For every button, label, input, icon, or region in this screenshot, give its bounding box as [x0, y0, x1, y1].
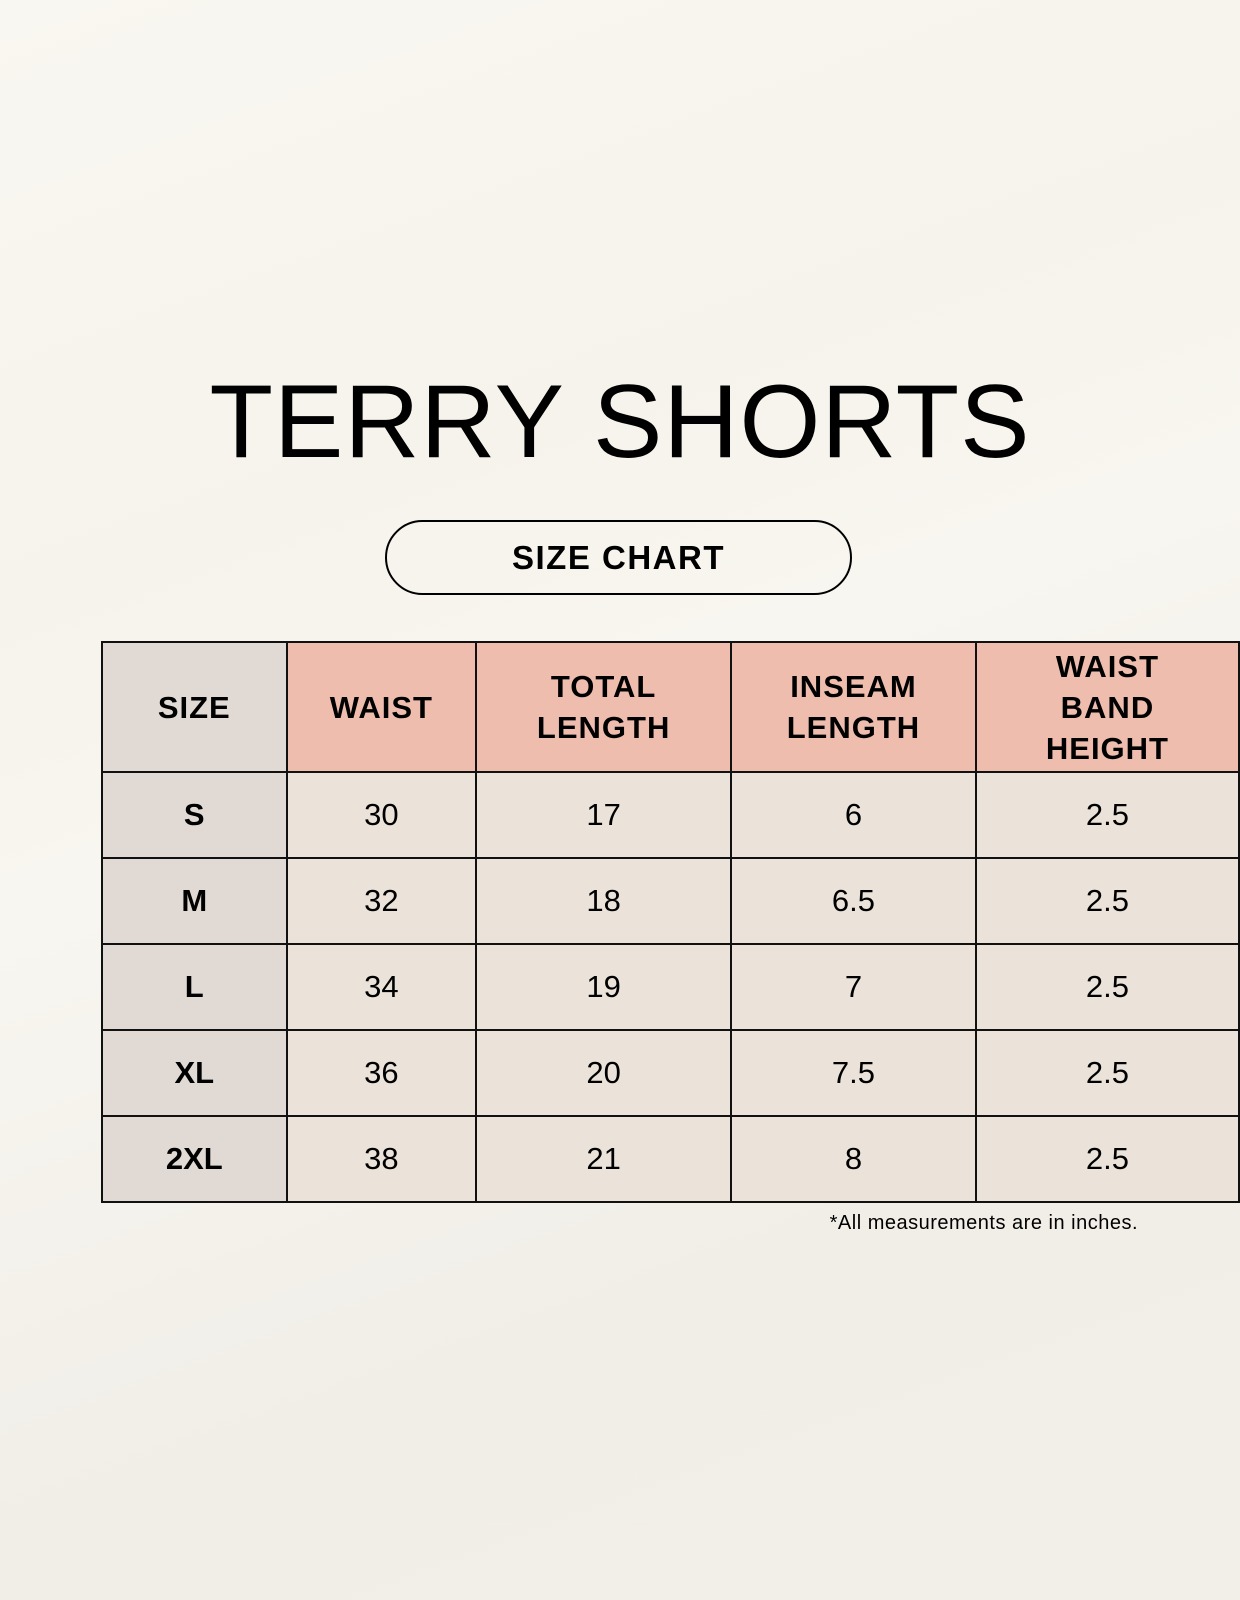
- size-chart-badge: SIZE CHART: [385, 520, 852, 595]
- measurement-note: *All measurements are in inches.: [829, 1212, 1138, 1234]
- value-cell: 30: [285, 771, 478, 859]
- value-cell: 21: [475, 1115, 733, 1203]
- value-cell: 32: [285, 857, 478, 945]
- page-title: TERRY SHORTS: [209, 364, 1031, 480]
- value-cell: 2.5: [974, 943, 1240, 1031]
- value-cell: 2.5: [974, 857, 1240, 945]
- value-cell: 2.5: [974, 1115, 1240, 1203]
- value-cell: 38: [285, 1115, 478, 1203]
- table-row: L 34 19 7 2.5: [101, 943, 1240, 1031]
- size-cell: L: [101, 943, 288, 1031]
- value-cell: 6: [730, 771, 977, 859]
- table-row: M 32 18 6.5 2.5: [101, 857, 1240, 945]
- value-cell: 19: [475, 943, 733, 1031]
- value-cell: 7: [730, 943, 977, 1031]
- header-waist: WAIST: [285, 641, 478, 773]
- value-cell: 2.5: [974, 771, 1240, 859]
- value-cell: 17: [475, 771, 733, 859]
- value-cell: 8: [730, 1115, 977, 1203]
- size-cell: S: [101, 771, 288, 859]
- header-size: SIZE: [101, 641, 288, 773]
- table-row: XL 36 20 7.5 2.5: [101, 1029, 1240, 1117]
- table-header-row: SIZE WAIST TOTAL LENGTH INSEAM LENGTH WA…: [101, 641, 1240, 773]
- size-cell: XL: [101, 1029, 288, 1117]
- size-cell: M: [101, 857, 288, 945]
- table-row: S 30 17 6 2.5: [101, 771, 1240, 859]
- value-cell: 34: [285, 943, 478, 1031]
- size-table: SIZE WAIST TOTAL LENGTH INSEAM LENGTH WA…: [101, 641, 1240, 1203]
- value-cell: 20: [475, 1029, 733, 1117]
- value-cell: 18: [475, 857, 733, 945]
- header-inseam-length: INSEAM LENGTH: [730, 641, 977, 773]
- header-total-length: TOTAL LENGTH: [475, 641, 733, 773]
- value-cell: 36: [285, 1029, 478, 1117]
- value-cell: 2.5: [974, 1029, 1240, 1117]
- value-cell: 7.5: [730, 1029, 977, 1117]
- value-cell: 6.5: [730, 857, 977, 945]
- header-waist-band-height: WAIST BAND HEIGHT: [974, 641, 1240, 773]
- size-cell: 2XL: [101, 1115, 288, 1203]
- table-row: 2XL 38 21 8 2.5: [101, 1115, 1240, 1203]
